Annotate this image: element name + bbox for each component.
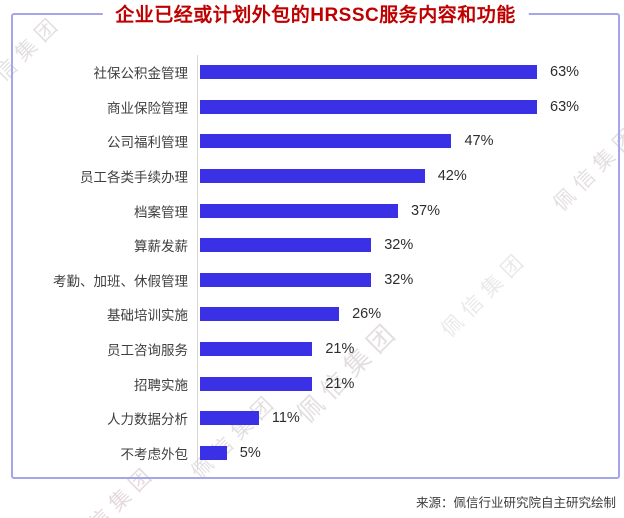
bar [200, 342, 313, 357]
category-label: 社保公积金管理 [93, 66, 189, 82]
chart-title: 企业已经或计划外包的HRSSC服务内容和功能 [102, 5, 529, 27]
chart-row: 商业保险管理 63% [13, 89, 618, 125]
category-label: 员工各类手续办理 [80, 170, 188, 186]
value-label: 42% [437, 168, 467, 185]
bar [200, 307, 340, 322]
bar-area: 63% [197, 55, 618, 90]
bar [200, 65, 538, 80]
bar-area: 42% [197, 158, 618, 194]
chart-row: 员工各类手续办理 42% [13, 158, 618, 194]
value-label: 26% [352, 306, 382, 323]
chart-row: 社保公积金管理 63% [13, 55, 618, 90]
value-label: 21% [325, 375, 355, 392]
bar [200, 203, 398, 218]
category-label: 算薪发薪 [134, 239, 188, 255]
chart-row: 员工咨询服务 21% [13, 331, 618, 367]
category-label: 基础培训实施 [107, 308, 188, 324]
bar-area: 37% [197, 193, 618, 228]
bar-area: 5% [197, 435, 618, 471]
value-label: 37% [410, 202, 440, 219]
bar-area: 21% [197, 366, 618, 401]
category-label: 不考虑外包 [120, 446, 189, 462]
bar [200, 411, 259, 426]
chart-row: 基础培训实施 26% [13, 297, 618, 332]
chart-row: 算薪发薪 32% [13, 227, 618, 263]
category-label: 员工咨询服务 [107, 343, 188, 359]
chart-row: 考勤、加班、休假管理 32% [13, 262, 618, 298]
category-label: 商业保险管理 [107, 100, 188, 116]
category-label: 招聘实施 [134, 377, 188, 393]
bar [200, 376, 313, 391]
value-label: 11% [271, 410, 300, 427]
bar-area: 11% [197, 400, 618, 436]
chart-row: 招聘实施 21% [13, 366, 618, 401]
bar-area: 32% [197, 262, 618, 298]
value-label: 32% [384, 237, 414, 254]
value-label: 63% [550, 98, 580, 115]
bar-area: 32% [197, 227, 618, 263]
chart-card: 企业已经或计划外包的HRSSC服务内容和功能 社保公积金管理 63% 商业保险管… [11, 5, 620, 479]
bar-chart: 社保公积金管理 63% 商业保险管理 63% 公司福利管理 47% 员工各类手续… [13, 55, 618, 471]
chart-row: 不考虑外包 5% [13, 435, 618, 471]
category-label: 公司福利管理 [107, 135, 188, 151]
category-label: 人力数据分析 [107, 412, 188, 428]
bar [200, 134, 452, 149]
bar [200, 445, 227, 460]
chart-row: 公司福利管理 47% [13, 124, 618, 159]
value-label: 5% [239, 444, 261, 461]
bar [200, 272, 372, 287]
category-label: 档案管理 [134, 204, 188, 220]
bar [200, 169, 425, 184]
chart-row: 人力数据分析 11% [13, 400, 618, 436]
bar [200, 238, 372, 253]
value-label: 32% [384, 271, 414, 288]
category-label: 考勤、加班、休假管理 [53, 273, 188, 289]
source-caption: 来源：佩信行业研究院自主研究绘制 [415, 496, 616, 510]
chart-row: 档案管理 37% [13, 193, 618, 228]
bar-area: 26% [197, 297, 618, 332]
bar [200, 99, 538, 114]
bar-area: 63% [197, 89, 618, 125]
bar-area: 47% [197, 124, 618, 159]
value-label: 21% [325, 341, 355, 358]
bar-area: 21% [197, 331, 618, 367]
value-label: 63% [550, 64, 580, 81]
value-label: 47% [464, 133, 494, 150]
